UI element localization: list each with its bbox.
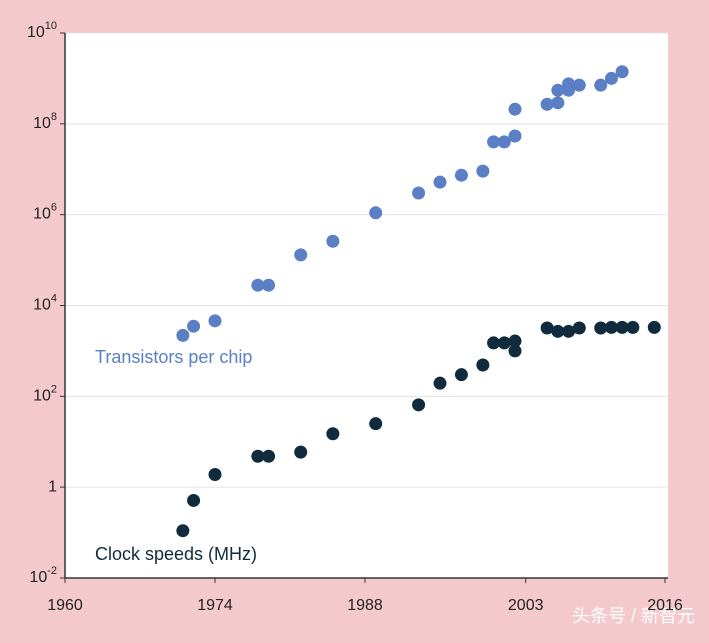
y-tick-exponent: -2 <box>47 565 57 577</box>
point <box>369 417 383 431</box>
point <box>540 97 554 111</box>
y-tick-exponent: 8 <box>51 111 57 123</box>
y-tick-exponent: 10 <box>45 20 57 32</box>
point <box>326 427 340 441</box>
point <box>594 78 608 92</box>
y-tick-label: 102 <box>33 383 57 404</box>
point <box>294 445 308 459</box>
point <box>626 320 640 334</box>
point <box>208 468 222 482</box>
x-tick-label: 1988 <box>347 597 383 614</box>
point <box>326 234 340 248</box>
x-tick-label: 2003 <box>508 597 544 614</box>
point <box>508 129 522 143</box>
point <box>454 368 468 382</box>
point <box>176 524 190 538</box>
point <box>647 320 661 334</box>
point <box>615 320 629 334</box>
point <box>540 321 554 335</box>
point <box>562 83 576 97</box>
y-tick-base: 10 <box>33 297 51 314</box>
point <box>604 320 618 334</box>
point <box>497 135 511 149</box>
point <box>412 398 426 412</box>
point <box>497 336 511 350</box>
point <box>487 135 501 149</box>
point <box>594 321 608 335</box>
y-tick-base: 10 <box>33 388 51 405</box>
y-tick-label: 104 <box>33 292 57 313</box>
point <box>476 164 490 178</box>
series-label: Clock speeds (MHz) <box>95 544 257 564</box>
x-tick-label: 1974 <box>197 597 233 614</box>
point <box>208 314 222 328</box>
point <box>615 65 629 79</box>
point <box>562 324 576 338</box>
point <box>187 319 201 333</box>
point <box>251 278 265 292</box>
point <box>551 83 565 97</box>
x-tick-label: 2016 <box>647 597 683 614</box>
point <box>262 449 276 463</box>
point <box>551 324 565 338</box>
point <box>572 321 586 335</box>
y-tick-label: 1010 <box>27 20 57 41</box>
point <box>176 328 190 342</box>
point <box>187 493 201 507</box>
y-tick-exponent: 4 <box>51 292 57 304</box>
point <box>412 186 426 200</box>
point <box>251 449 265 463</box>
point <box>508 344 522 358</box>
y-tick-base: 10 <box>27 24 45 41</box>
point <box>433 376 447 390</box>
point <box>476 358 490 372</box>
y-tick-base: 10 <box>33 115 51 132</box>
y-tick-label: 108 <box>33 111 57 132</box>
y-tick-base: 10 <box>29 569 47 586</box>
y-tick-exponent: 6 <box>51 202 57 214</box>
point <box>572 78 586 92</box>
y-tick-base: 10 <box>33 206 51 223</box>
y-tick-label: 1 <box>48 478 57 495</box>
point <box>262 278 276 292</box>
point <box>294 248 308 262</box>
point <box>604 71 618 85</box>
point <box>487 336 501 350</box>
y-tick-exponent: 2 <box>51 383 57 395</box>
point <box>551 96 565 110</box>
point <box>369 206 383 220</box>
y-tick-label: 10-2 <box>29 565 57 586</box>
point <box>508 102 522 116</box>
x-tick-label: 1960 <box>47 597 83 614</box>
y-tick-label: 106 <box>33 202 57 223</box>
point <box>454 168 468 182</box>
watermark: 头条号 / 新智元 <box>572 606 695 626</box>
series-label: Transistors per chip <box>95 347 252 367</box>
point <box>508 334 522 348</box>
point <box>433 175 447 189</box>
